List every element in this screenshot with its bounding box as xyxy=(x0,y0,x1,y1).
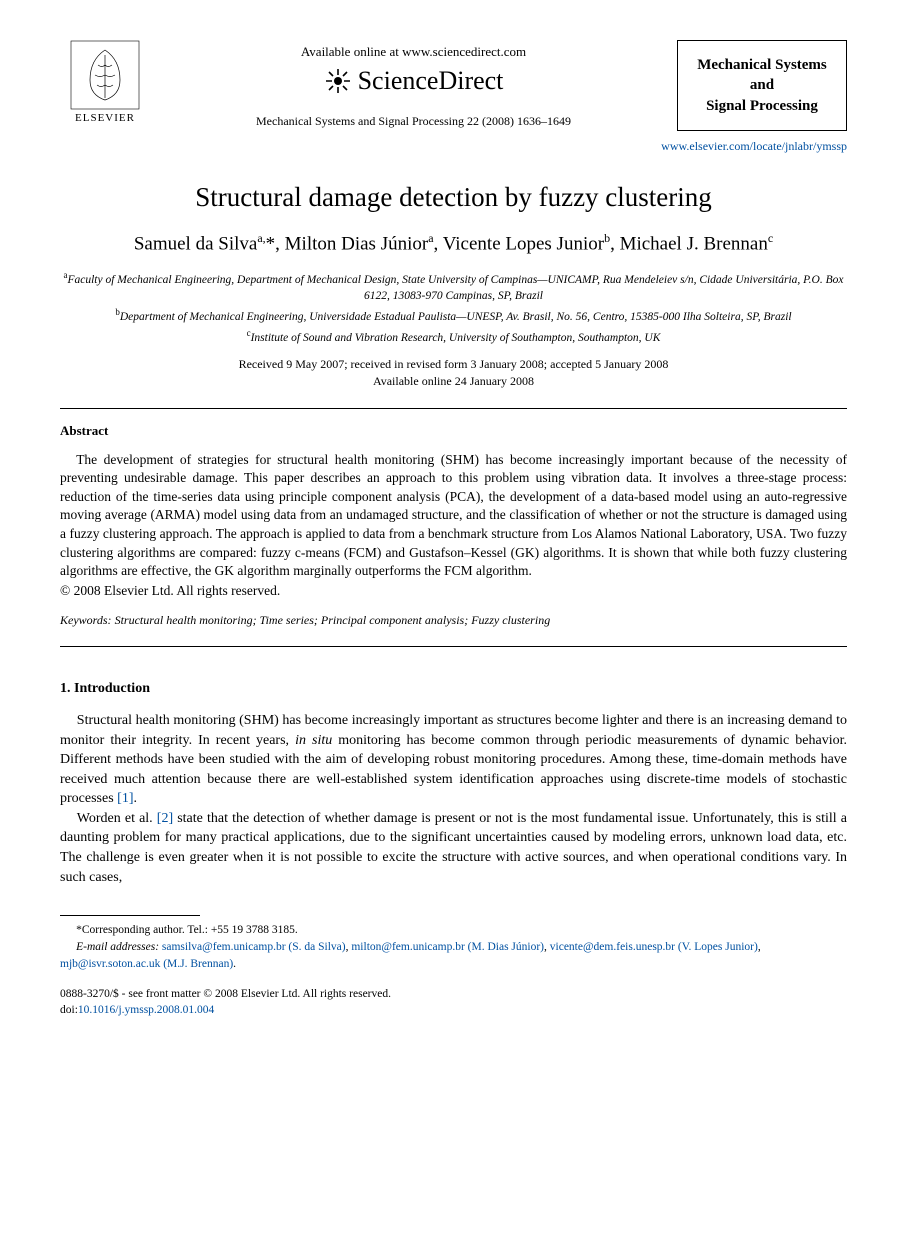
p2-pre: Worden et al. xyxy=(77,811,157,826)
affiliation-b-text: Department of Mechanical Engineering, Un… xyxy=(120,311,792,323)
affiliation-b: bDepartment of Mechanical Engineering, U… xyxy=(60,306,847,325)
elsevier-tree-icon xyxy=(70,40,140,110)
keywords-label: Keywords: xyxy=(60,613,112,627)
email-4[interactable]: mjb@isvr.soton.ac.uk (M.J. Brennan) xyxy=(60,958,233,970)
abstract-copyright: © 2008 Elsevier Ltd. All rights reserved… xyxy=(60,583,847,599)
email-1[interactable]: samsilva@fem.unicamp.br (S. da Silva) xyxy=(162,941,346,953)
dates-line-2: Available online 24 January 2008 xyxy=(60,373,847,390)
citation-line: Mechanical Systems and Signal Processing… xyxy=(150,114,677,129)
footnote-block: *Corresponding author. Tel.: +55 19 3788… xyxy=(60,922,847,972)
doi-link[interactable]: 10.1016/j.ymssp.2008.01.004 xyxy=(78,1004,214,1016)
doi-label: doi: xyxy=(60,1004,78,1016)
authors-line: Samuel da Silvaa,*, Milton Dias Júniora,… xyxy=(60,231,847,255)
journal-line-3: Signal Processing xyxy=(686,96,838,116)
p2-post: state that the detection of whether dama… xyxy=(60,811,847,885)
email-2[interactable]: milton@fem.unicamp.br (M. Dias Júnior) xyxy=(351,941,544,953)
sciencedirect-icon xyxy=(324,67,352,95)
publisher-block: ELSEVIER xyxy=(60,40,150,124)
rule-bottom xyxy=(60,646,847,647)
corresponding-author: *Corresponding author. Tel.: +55 19 3788… xyxy=(60,922,847,939)
abstract-body: The development of strategies for struct… xyxy=(60,451,847,581)
paper-title: Structural damage detection by fuzzy clu… xyxy=(60,182,847,213)
keywords-text: Structural health monitoring; Time serie… xyxy=(115,613,551,627)
article-dates: Received 9 May 2007; received in revised… xyxy=(60,356,847,390)
ref-1-link[interactable]: [1] xyxy=(117,791,133,806)
doi-line: doi:10.1016/j.ymssp.2008.01.004 xyxy=(60,1002,847,1018)
email-3[interactable]: vicente@dem.feis.unesp.br (V. Lopes Juni… xyxy=(550,941,758,953)
affiliation-a: aFaculty of Mechanical Engineering, Depa… xyxy=(60,269,847,304)
section-1-heading: 1. Introduction xyxy=(60,681,847,697)
journal-url-row: www.elsevier.com/locate/jnlabr/ymssp xyxy=(60,139,847,154)
journal-line-1: Mechanical Systems xyxy=(686,55,838,75)
footnote-rule xyxy=(60,915,200,916)
rule-top xyxy=(60,408,847,409)
keywords-line: Keywords: Structural health monitoring; … xyxy=(60,613,847,628)
intro-para-1: Structural health monitoring (SHM) has b… xyxy=(60,711,847,809)
header-row: ELSEVIER Available online at www.science… xyxy=(60,40,847,131)
journal-line-2: and xyxy=(686,75,838,95)
email-line: E-mail addresses: samsilva@fem.unicamp.b… xyxy=(60,939,847,972)
journal-title-box: Mechanical Systems and Signal Processing xyxy=(677,40,847,131)
affiliation-a-text: Faculty of Mechanical Engineering, Depar… xyxy=(67,274,843,302)
issn-line: 0888-3270/$ - see front matter © 2008 El… xyxy=(60,986,847,1002)
ref-2-link[interactable]: [2] xyxy=(157,811,173,826)
available-online-text: Available online at www.sciencedirect.co… xyxy=(150,44,677,60)
intro-para-2: Worden et al. [2] state that the detecti… xyxy=(60,809,847,887)
p1-italic: in situ xyxy=(295,733,332,748)
journal-column: Mechanical Systems and Signal Processing xyxy=(677,40,847,131)
sciencedirect-text: ScienceDirect xyxy=(358,66,504,96)
dates-line-1: Received 9 May 2007; received in revised… xyxy=(60,356,847,373)
sciencedirect-brand: ScienceDirect xyxy=(150,66,677,96)
affiliation-c-text: Institute of Sound and Vibration Researc… xyxy=(251,332,661,344)
p1-end: . xyxy=(133,791,137,806)
header-center: Available online at www.sciencedirect.co… xyxy=(150,40,677,129)
publisher-name: ELSEVIER xyxy=(60,112,150,124)
affiliation-c: cInstitute of Sound and Vibration Resear… xyxy=(60,327,847,346)
abstract-heading: Abstract xyxy=(60,423,847,439)
journal-url-link[interactable]: www.elsevier.com/locate/jnlabr/ymssp xyxy=(661,139,847,153)
footer-meta: 0888-3270/$ - see front matter © 2008 El… xyxy=(60,986,847,1018)
email-label: E-mail addresses: xyxy=(76,941,159,953)
